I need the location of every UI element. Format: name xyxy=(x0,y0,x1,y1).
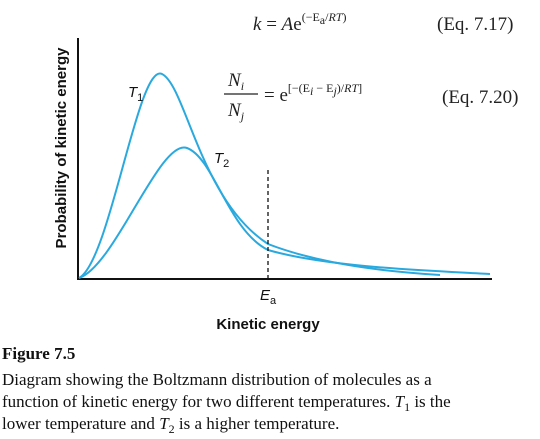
eq-part: N xyxy=(227,100,242,121)
label-part: T xyxy=(128,84,139,101)
eq-part: A xyxy=(280,14,294,35)
eq-part: ) xyxy=(342,10,346,24)
equation: k = Ae(−Ea/RT) xyxy=(253,10,346,35)
caption-text: is the xyxy=(410,392,451,411)
label-part: T xyxy=(214,150,225,167)
curve-t2 xyxy=(78,146,491,279)
eq-part: − E xyxy=(313,81,333,95)
caption-text: lower temperature and xyxy=(2,414,159,433)
caption-text: 1 xyxy=(404,400,410,414)
eq-part: j xyxy=(239,109,245,123)
y-axis-label: Probability of kinetic energy xyxy=(53,47,70,249)
label-part: 2 xyxy=(223,158,229,170)
eq-part: k xyxy=(253,14,262,35)
label-part: a xyxy=(270,295,277,307)
caption-text: is a higher temperature. xyxy=(175,414,340,433)
caption-line: function of kinetic energy for two diffe… xyxy=(2,392,451,414)
eq-part: [−(E xyxy=(288,81,310,95)
curve-t1 xyxy=(78,72,441,279)
eq-part: i xyxy=(241,79,244,93)
figure-number: Figure 7.5 xyxy=(2,344,75,363)
x-axis-label: Kinetic energy xyxy=(216,316,320,333)
eq-part: )/ xyxy=(337,81,345,95)
caption-text: function of kinetic energy for two diffe… xyxy=(2,392,395,411)
eq-part: = xyxy=(261,14,281,35)
caption-line: lower temperature and T2 is a higher tem… xyxy=(2,414,339,436)
threshold-label: Ea xyxy=(260,287,277,307)
eq-part: e xyxy=(293,14,301,35)
eq-part: a xyxy=(320,13,326,27)
eq-part: i xyxy=(310,84,313,98)
eq-part: j xyxy=(331,84,337,98)
curve-label: T2 xyxy=(214,150,229,170)
eq-part: RT xyxy=(327,10,343,24)
axes xyxy=(77,38,492,280)
label-part: 1 xyxy=(137,92,143,104)
fraction-numerator: Ni xyxy=(227,70,244,93)
eq-part: (−E xyxy=(302,10,320,24)
caption-text: 2 xyxy=(169,422,175,436)
eq-part: = e xyxy=(264,85,288,106)
caption-line: Diagram showing the Boltzmann distributi… xyxy=(2,370,432,389)
caption-text: Diagram showing the Boltzmann distributi… xyxy=(2,370,432,389)
equation-label: (Eq. 7.17) xyxy=(437,14,514,35)
caption-text: T xyxy=(159,414,170,433)
eq-part: ] xyxy=(358,81,362,95)
eq-part: / xyxy=(325,10,329,24)
eq-part: RT xyxy=(343,81,359,95)
fraction-denominator: Nj xyxy=(227,100,245,123)
caption-text: T xyxy=(395,392,406,411)
equation: = e[−(Ei − Ej)/RT] xyxy=(264,81,362,106)
label-part: E xyxy=(260,287,271,304)
equation-label: (Eq. 7.20) xyxy=(442,87,519,108)
eq-part: N xyxy=(227,70,242,91)
curve-label: T1 xyxy=(128,84,143,104)
